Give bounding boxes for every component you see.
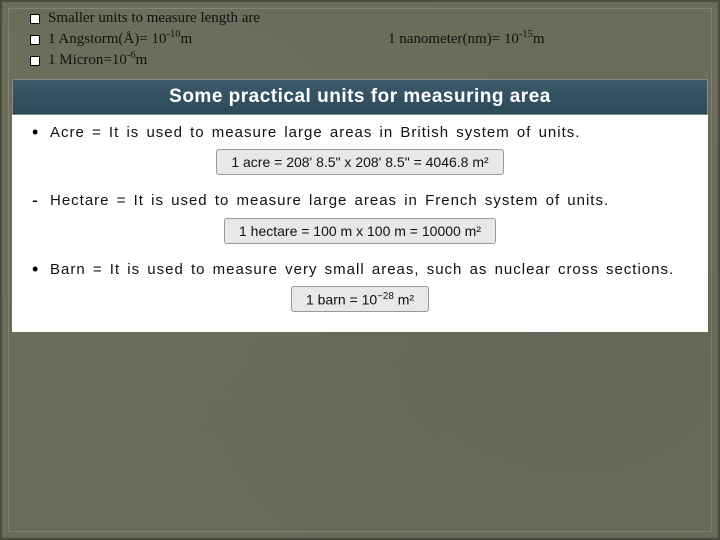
formula-wrap: 1 acre = 208' 8.5" x 208' 8.5" = 4046.8 … (32, 149, 688, 175)
panel-title: Some practical units for measuring area (12, 79, 708, 115)
square-bullet-icon (30, 35, 40, 45)
exponent: -6 (127, 50, 136, 61)
intro-micron: 1 Micron=10-6m (48, 50, 147, 69)
formula-wrap: 1 hectare = 100 m x 100 m = 10000 m² (32, 218, 688, 244)
text: m (136, 52, 148, 68)
unit-barn: • Barn = It is used to measure very smal… (12, 252, 708, 313)
formula-acre: 1 acre = 208' 8.5" x 208' 8.5" = 4046.8 … (216, 149, 503, 175)
bullet-icon: • (32, 123, 50, 141)
exponent: -15 (519, 29, 533, 40)
units-panel: Some practical units for measuring area … (12, 79, 708, 332)
intro-angstrom: 1 Angstorm(Å)= 10-10m (48, 29, 388, 48)
unit-text: Acre = It is used to measure large areas… (50, 123, 688, 143)
text: 1 Micron=10 (48, 52, 127, 68)
intro-nanometer: 1 nanometer(nm)= 10-15m (388, 29, 690, 48)
text: 1 barn = 10 (306, 291, 377, 307)
intro-line-1: Smaller units to measure length are (30, 10, 690, 27)
formula-wrap: 1 barn = 10−28 m² (32, 286, 688, 313)
text: m² (394, 291, 414, 307)
intro-line-3: 1 Micron=10-6m (30, 50, 690, 69)
square-bullet-icon (30, 56, 40, 66)
formula-hectare: 1 hectare = 100 m x 100 m = 10000 m² (224, 218, 496, 244)
unit-hectare: - Hectare = It is used to measure large … (12, 183, 708, 243)
intro-text-1: Smaller units to measure length are (48, 10, 260, 27)
bullet-icon: - (32, 191, 50, 209)
text: m (180, 31, 192, 47)
unit-text: Hectare = It is used to measure large ar… (50, 191, 688, 211)
intro-block: Smaller units to measure length are 1 An… (2, 2, 718, 75)
unit-text: Barn = It is used to measure very small … (50, 260, 688, 280)
bullet-icon: • (32, 260, 50, 278)
text: m (533, 31, 545, 47)
formula-barn: 1 barn = 10−28 m² (291, 286, 429, 313)
square-bullet-icon (30, 14, 40, 24)
intro-line-2: 1 Angstorm(Å)= 10-10m 1 nanometer(nm)= 1… (30, 29, 690, 48)
text: 1 nanometer(nm)= 10 (388, 31, 519, 47)
exponent: −28 (377, 291, 394, 302)
text: 1 Angstorm(Å)= 10 (48, 31, 166, 47)
unit-acre: • Acre = It is used to measure large are… (12, 115, 708, 175)
slide-background: Smaller units to measure length are 1 An… (0, 0, 720, 540)
exponent: -10 (166, 29, 180, 40)
